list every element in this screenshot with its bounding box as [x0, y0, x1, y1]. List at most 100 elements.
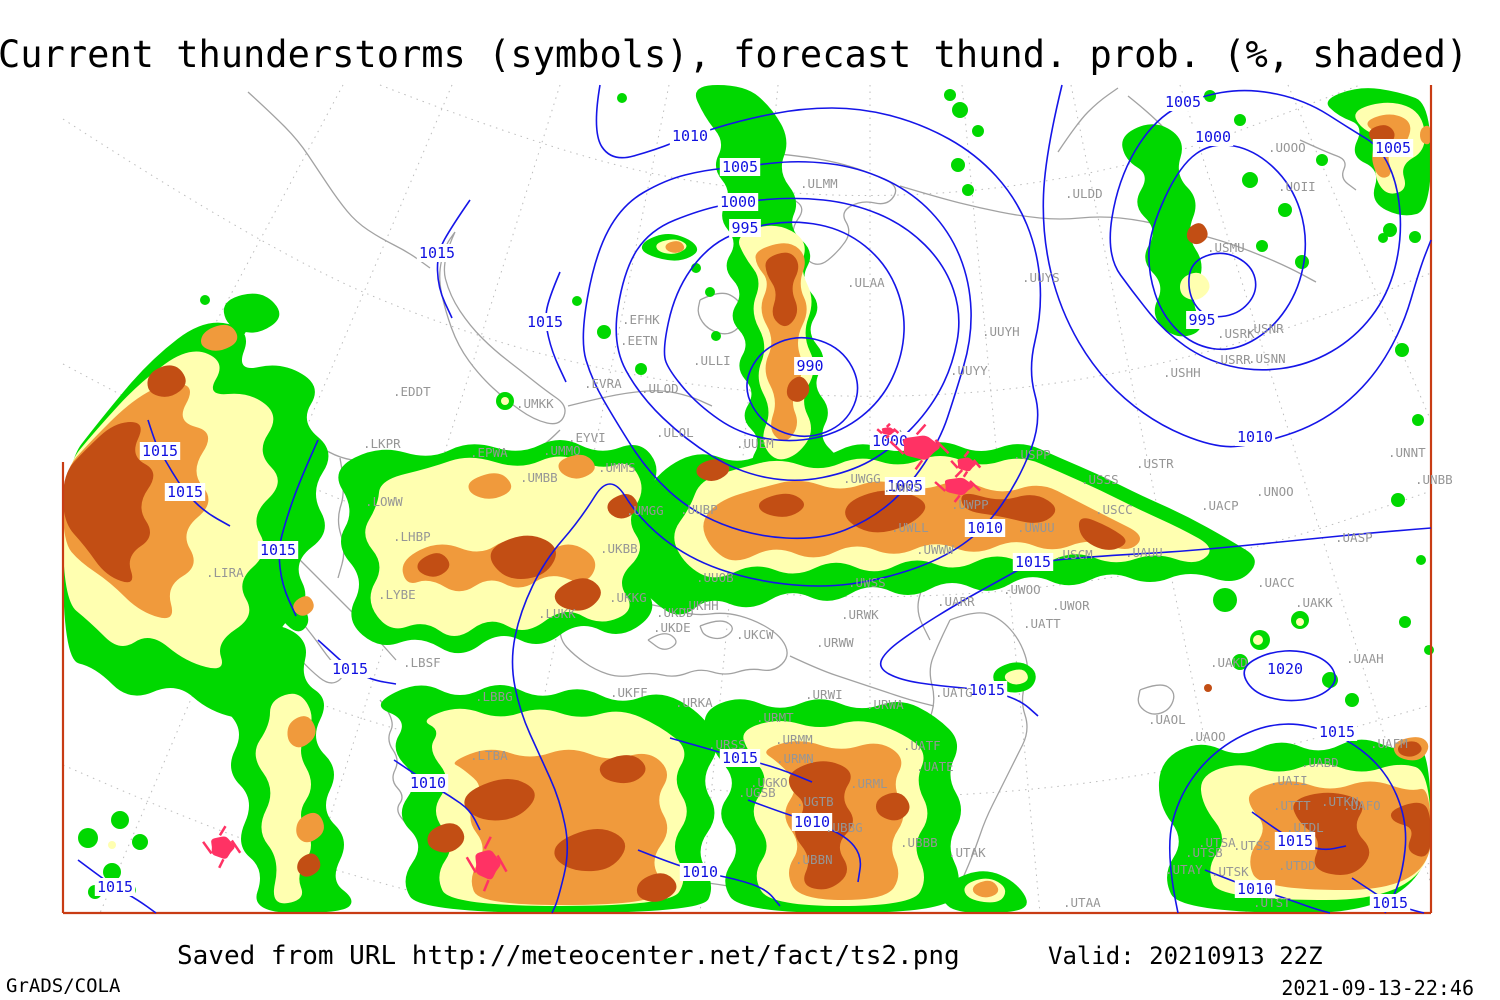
isobar-label-box: [1372, 139, 1414, 157]
coastline: [647, 633, 677, 650]
isobar-label: 1015: [167, 483, 203, 501]
coastline: [1299, 139, 1357, 191]
isobar-line: [1168, 723, 1407, 914]
thunderstorm-symbol-cluster: [475, 850, 501, 880]
prob-shading-20: [1378, 233, 1388, 243]
thunderstorm-symbol-tick: [482, 879, 490, 892]
isobar-label-box: [524, 313, 566, 331]
station-label: .UAOL: [1148, 712, 1186, 727]
prob-shading-60: [287, 716, 316, 748]
station-label: .USCC: [1095, 502, 1133, 517]
thunderstorm-symbol-tick: [202, 841, 213, 855]
station-label: .LUKK: [538, 606, 576, 621]
thunderstorm-symbol-tick: [962, 470, 969, 478]
prob-shading-80: [786, 376, 810, 402]
isobar-label: 1000: [1195, 128, 1231, 146]
prob-shading-20: [962, 184, 974, 196]
station-label: .UKDE: [653, 620, 691, 635]
prob-shading-20: [1383, 223, 1397, 237]
thunderstorm-symbol-tick: [892, 427, 900, 434]
isobar-label: 1015: [419, 244, 455, 262]
station-label: .UWSS: [848, 575, 886, 590]
prob-shading-80: [1293, 792, 1370, 875]
coastline: [899, 185, 1317, 283]
station-label: .USPP: [1013, 447, 1051, 462]
station-labels: .ULMM .ULAA .ULDD .UOOO .UOII .USMU .UUYS .UUYH…: [206, 140, 1453, 910]
station-label: .UTDD: [1278, 858, 1316, 873]
prob-shading-20: [1345, 693, 1359, 707]
isobar-label: 1010: [672, 127, 708, 145]
station-label: .UKCW: [736, 627, 774, 642]
station-label: .UNBB: [1415, 472, 1453, 487]
isobar-label: 1005: [887, 477, 923, 495]
isobar-label-box: [1274, 832, 1316, 850]
prob-shading-80: [1390, 802, 1431, 857]
isobar-label: 1015: [97, 878, 133, 896]
thunderstorm-symbol-cluster: [881, 427, 896, 436]
station-label: .LYBE: [378, 587, 416, 602]
station-label: .UWWW: [916, 542, 954, 557]
isobar-label-box: [1316, 723, 1358, 741]
station-label: .URWI: [805, 687, 843, 702]
station-label: .ULDD: [1065, 186, 1103, 201]
station-label: .LIRA: [206, 565, 244, 580]
prob-shading-40: [1180, 272, 1210, 300]
isobar-label: 1010: [1237, 880, 1273, 898]
isobar-label-box: [1012, 553, 1054, 571]
prob-shading-20: [728, 88, 736, 96]
thunderstorm-symbol-cluster: [944, 477, 974, 496]
thunderstorm-symbol-tick: [954, 469, 964, 478]
thunderstorm-symbol-tick: [969, 480, 981, 492]
isobar-label-box: [1264, 660, 1306, 678]
prob-shading-20: [1213, 588, 1237, 612]
prob-shading-80: [1204, 684, 1212, 692]
prob-shading-20: [1412, 414, 1424, 426]
station-label: .ULAA: [847, 275, 885, 290]
station-label: .ULLI: [693, 353, 731, 368]
coastline: [1057, 87, 1119, 153]
station-label: .UAKK: [1295, 595, 1333, 610]
prob-shading-40: [1004, 669, 1028, 685]
thunderstorm-symbol-tick: [483, 836, 492, 850]
isobar-line: [1109, 89, 1402, 371]
prob-shading-20: [711, 331, 721, 341]
station-label: .URWK: [841, 607, 879, 622]
station-label: .LBBG: [475, 689, 513, 704]
isobar-labels: 1010 1005 1000 995 990 1000 1005 1010 1015 1015 10…: [94, 93, 1414, 912]
station-label: .UATF: [903, 738, 941, 753]
prob-shading-20: [951, 158, 965, 172]
station-label: .USRR: [1213, 352, 1251, 367]
station-label: .UKHH: [681, 598, 719, 613]
coastline: [247, 91, 431, 269]
graticule-line: [1287, 84, 1432, 422]
prob-shading-20: [238, 554, 309, 632]
isobar-line: [879, 527, 1432, 717]
isobar-line: [278, 439, 319, 617]
prob-shading-80: [554, 828, 626, 872]
thunderstorm-symbol-tick: [934, 481, 947, 492]
isobar-label-box: [1186, 311, 1218, 329]
station-label: .UMGG: [626, 503, 664, 518]
isobar-label-box: [257, 541, 299, 559]
footer-timestamp: 2021-09-13-22:46: [1281, 976, 1474, 1000]
station-label: .UNNT: [1388, 445, 1426, 460]
station-label: .EYVI: [568, 430, 606, 445]
isobar-label-box: [1234, 428, 1276, 446]
prob-shading-20: [1278, 203, 1292, 217]
thunderstorm-symbol-tick: [218, 858, 225, 869]
station-label: .URML: [850, 776, 888, 791]
station-label: .UACC: [1257, 575, 1295, 590]
thunderstorm-symbol-tick: [934, 439, 950, 455]
isobar-label: 1015: [1319, 723, 1355, 741]
prob-shading-80: [490, 535, 556, 580]
station-label: .URKA: [675, 695, 713, 710]
prob-shading-20: [223, 293, 280, 333]
prob-shading-80: [1078, 518, 1126, 550]
thunderstorm-symbol-tick: [876, 428, 883, 435]
coastline: [1137, 684, 1175, 715]
isobar-label: 1015: [722, 749, 758, 767]
thunderstorm-symbol-tick: [963, 450, 970, 458]
isobar-label-box: [669, 127, 711, 145]
station-label: .UWKS: [883, 480, 921, 495]
station-label: .UOII: [1278, 179, 1316, 194]
